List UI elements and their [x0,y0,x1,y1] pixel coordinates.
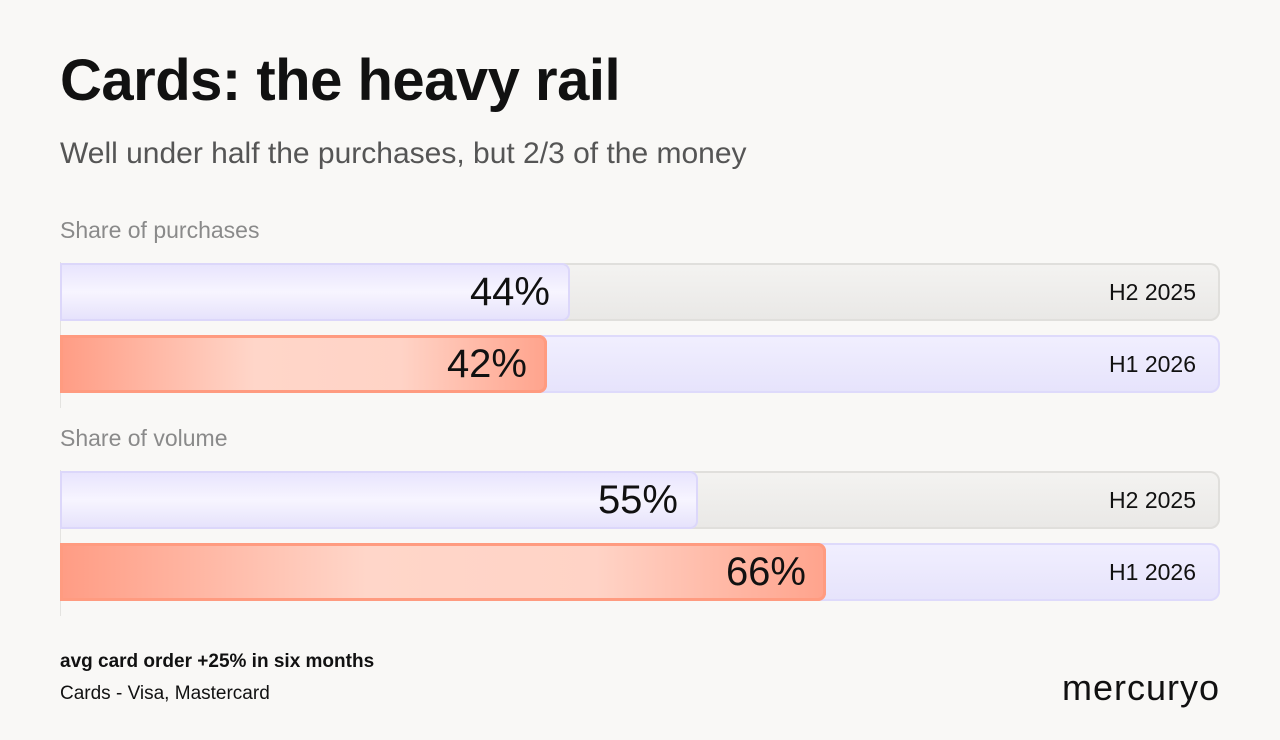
bar-value-label: 66% [725,550,806,594]
group-label-purchases: Share of purchases [60,217,260,243]
bar-track: 55% H2 2025 [60,471,1220,529]
bar-track: 42% H1 2026 [60,335,1220,393]
chart-title: Cards: the heavy rail [60,48,621,113]
brand-wordmark: mercuryo [1062,668,1220,708]
bar-period-label: H2 2025 [1109,279,1196,305]
bar-period-label: H2 2025 [1109,487,1196,513]
bar-period-label: H1 2026 [1109,351,1196,377]
group-label-volume: Share of volume [60,425,228,451]
bar-fill [60,263,570,321]
bar-track: 66% H1 2026 [60,543,1220,601]
brand-logo: mercuryo [1062,668,1220,708]
source-note: Cards - Visa, Mastercard [60,683,270,704]
bar-value-label: 44% [469,270,550,314]
bar-period-label: H1 2026 [1109,559,1196,585]
chart-subtitle: Well under half the purchases, but 2/3 o… [60,137,747,170]
footnote-highlight: avg card order +25% in six months [60,651,375,672]
bar-fill [60,543,826,601]
bar-track: 44% H2 2025 [60,263,1220,321]
bar-value-label: 42% [446,342,527,386]
bar-fill [60,335,547,393]
bar-value-label: 55% [597,478,678,522]
bar-fill [60,471,698,529]
